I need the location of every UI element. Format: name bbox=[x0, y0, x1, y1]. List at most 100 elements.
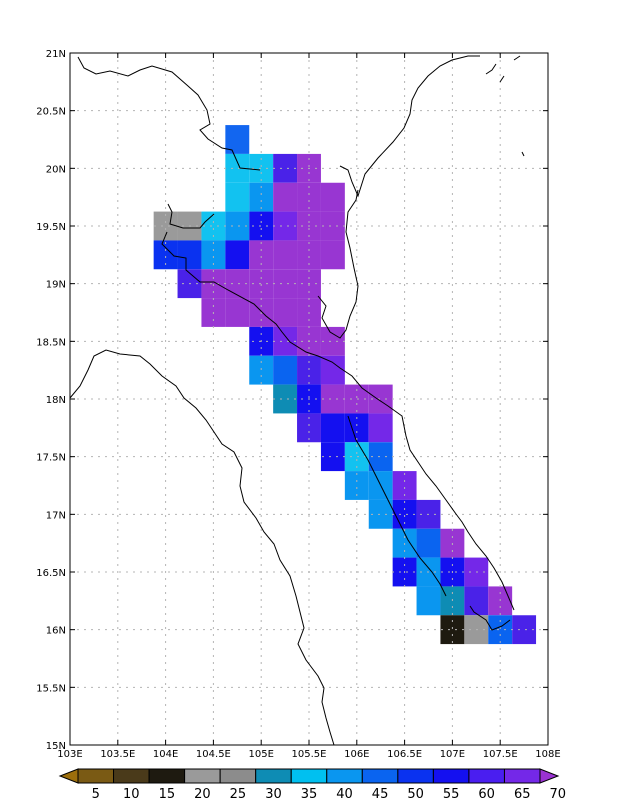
colorbar-right-arrow bbox=[539, 768, 560, 784]
colorbar-segment bbox=[184, 768, 221, 784]
colorbar-segment bbox=[361, 768, 399, 784]
coastline-main bbox=[161, 231, 515, 611]
data-cell bbox=[320, 182, 345, 212]
colorbar-segment bbox=[326, 768, 363, 784]
data-cell bbox=[416, 586, 441, 616]
data-cell bbox=[273, 298, 298, 327]
y-tick-label: 18.5N bbox=[36, 337, 66, 348]
data-cell bbox=[201, 211, 226, 241]
data-cell bbox=[201, 240, 226, 270]
y-tick-label: 17.5N bbox=[36, 453, 66, 464]
data-cell bbox=[273, 326, 298, 356]
data-cell bbox=[225, 182, 250, 212]
data-cell bbox=[225, 269, 250, 299]
data-cell bbox=[320, 413, 345, 443]
data-cell bbox=[249, 269, 274, 299]
coastline-layer bbox=[69, 55, 525, 746]
data-cell bbox=[273, 211, 298, 241]
x-tick-label: 104E bbox=[153, 749, 178, 760]
data-cell bbox=[273, 153, 298, 183]
colorbar-segment bbox=[503, 768, 541, 784]
data-cell bbox=[392, 471, 417, 500]
colorbar-segment bbox=[432, 768, 470, 784]
data-cell bbox=[225, 298, 250, 327]
data-cell bbox=[225, 211, 250, 241]
colorbar-label: 65 bbox=[514, 787, 531, 800]
y-tick-label: 21N bbox=[46, 49, 66, 60]
colorbar-segment bbox=[397, 768, 434, 784]
colorbar-label: 45 bbox=[372, 787, 389, 800]
data-cell bbox=[344, 384, 369, 414]
data-cell bbox=[249, 240, 274, 270]
colorbar-label: 50 bbox=[407, 787, 424, 800]
y-tick-label: 15.5N bbox=[36, 683, 66, 694]
data-cell bbox=[320, 384, 345, 414]
colorbar-label: 20 bbox=[194, 787, 211, 800]
colorbar-segment bbox=[219, 768, 257, 784]
y-tick-label: 17N bbox=[46, 510, 66, 521]
colorbar-segment bbox=[113, 768, 150, 784]
data-cell bbox=[512, 615, 537, 645]
data-cell bbox=[320, 442, 345, 472]
x-tick-label: 103.5E bbox=[100, 749, 135, 760]
coastline-northeast-islands bbox=[485, 55, 525, 157]
colorbar: 5 10 15 20 25 30 35 40 45 50 55 60 65 70 bbox=[58, 768, 566, 800]
data-cell bbox=[344, 413, 369, 443]
data-cell bbox=[249, 153, 274, 183]
x-tick-label: 108E bbox=[535, 749, 560, 760]
x-tick-label: 103E bbox=[57, 749, 82, 760]
y-tick-label: 19.5N bbox=[36, 222, 66, 233]
data-cell bbox=[368, 442, 393, 472]
x-axis-ticks: 103E 103.5E 104E 104.5E 105E 105.5E 106E 106.5E… bbox=[57, 53, 561, 760]
y-tick-label: 20.5N bbox=[36, 107, 66, 118]
river-inland bbox=[347, 415, 447, 597]
coastline-west-bulge bbox=[167, 203, 215, 229]
data-cell bbox=[273, 182, 298, 212]
colorbar-segment bbox=[255, 768, 292, 784]
colorbar-label: 25 bbox=[230, 787, 247, 800]
data-cell bbox=[273, 240, 298, 270]
y-tick-label: 16.5N bbox=[36, 568, 66, 579]
data-cell bbox=[344, 442, 369, 472]
data-cell bbox=[153, 211, 178, 241]
colorbar-label: 10 bbox=[123, 787, 140, 800]
data-cell bbox=[249, 211, 274, 241]
coastline-east-peninsula bbox=[317, 189, 359, 339]
colorbar-segment bbox=[77, 768, 115, 784]
colorbar-label: 70 bbox=[549, 787, 566, 800]
colorbar-label: 40 bbox=[336, 787, 353, 800]
x-tick-label: 105E bbox=[248, 749, 273, 760]
data-cell bbox=[297, 182, 321, 212]
colorbar-label: 35 bbox=[301, 787, 318, 800]
y-axis-ticks: 15N 15.5N 16N 16.5N 17N 17.5N 18N 18.5N 19N 19.5N… bbox=[36, 49, 548, 752]
coastline-gulf bbox=[339, 55, 480, 198]
data-cell bbox=[177, 240, 202, 270]
data-cell bbox=[320, 240, 345, 270]
data-cell bbox=[225, 153, 250, 183]
y-tick-label: 16N bbox=[46, 626, 66, 637]
data-cell bbox=[320, 211, 345, 241]
y-tick-label: 18N bbox=[46, 395, 66, 406]
colorbar-label: 30 bbox=[265, 787, 282, 800]
colorbar-label: 60 bbox=[478, 787, 495, 800]
data-cell bbox=[201, 269, 226, 299]
data-cell bbox=[368, 499, 393, 529]
data-cell bbox=[344, 471, 369, 500]
y-tick-label: 19N bbox=[46, 280, 66, 291]
data-cell bbox=[297, 413, 321, 443]
colorbar-label: 15 bbox=[159, 787, 176, 800]
data-cell bbox=[464, 586, 489, 616]
gridlines-layer bbox=[70, 53, 548, 745]
data-cell bbox=[225, 240, 250, 270]
colorbar-segment bbox=[468, 768, 505, 784]
data-cell bbox=[368, 384, 393, 414]
colorbar-segment bbox=[148, 768, 186, 784]
y-tick-label: 20N bbox=[46, 164, 66, 175]
data-cell bbox=[440, 615, 465, 645]
border-laos-vietnam bbox=[69, 349, 335, 746]
data-cell bbox=[392, 499, 417, 529]
x-tick-label: 107.5E bbox=[483, 749, 518, 760]
data-cell bbox=[153, 240, 178, 270]
colorbar-label: 5 bbox=[92, 787, 100, 800]
